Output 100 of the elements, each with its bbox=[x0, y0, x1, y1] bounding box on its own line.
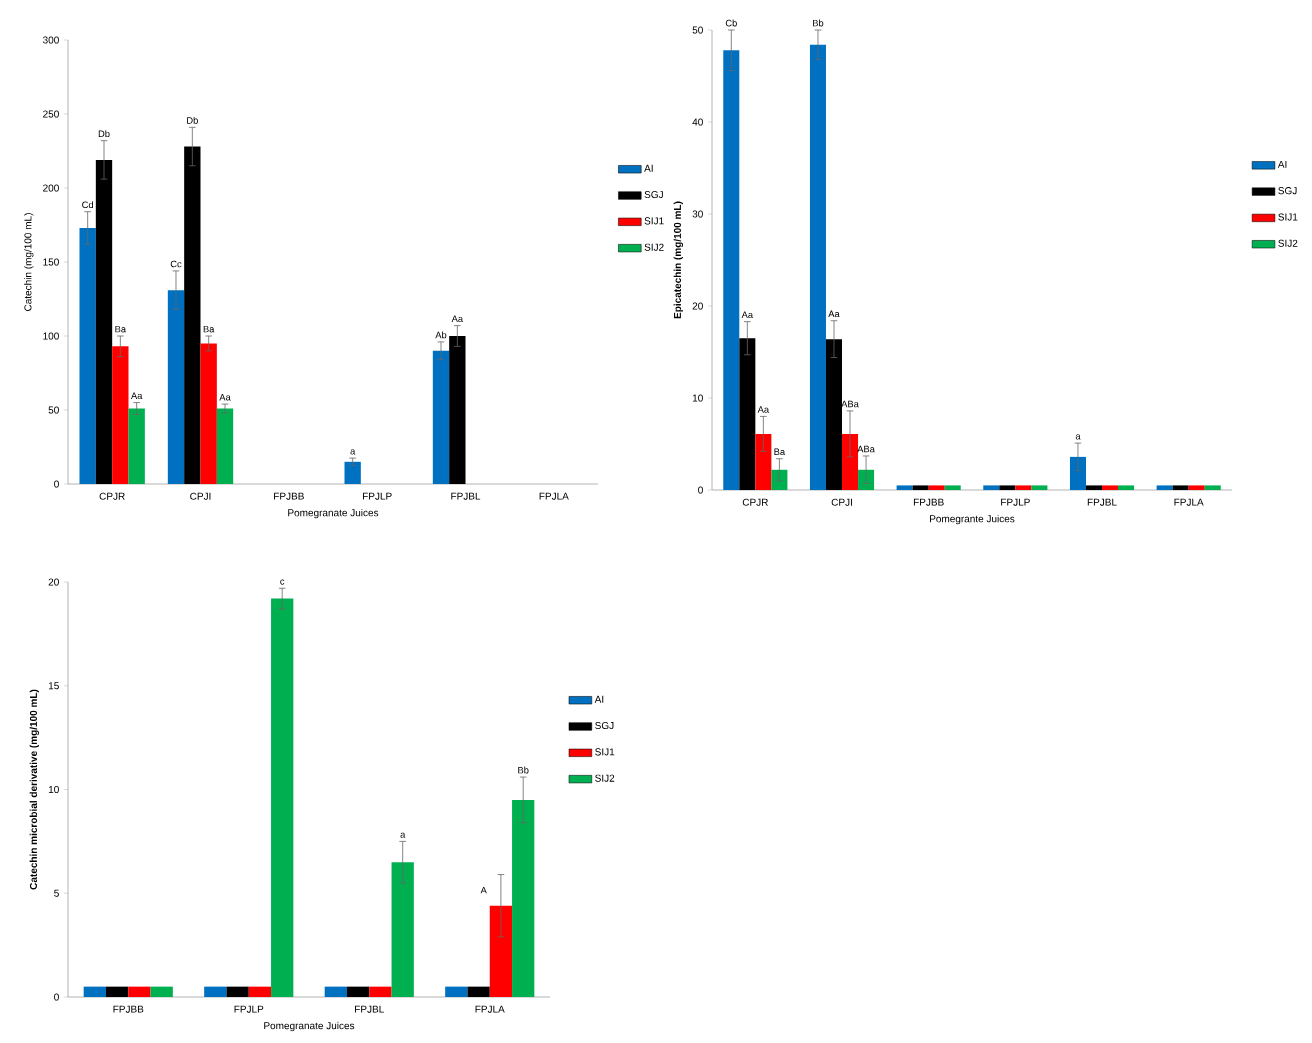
bar bbox=[755, 433, 772, 491]
data-label: Aa bbox=[219, 393, 231, 401]
legend-label: SIJ1 bbox=[644, 217, 664, 225]
bar bbox=[1015, 485, 1032, 491]
data-label: Ab bbox=[435, 331, 447, 339]
bar bbox=[369, 986, 392, 998]
y-tick-label: 150 bbox=[43, 258, 59, 266]
data-label: a bbox=[350, 449, 356, 455]
bar bbox=[771, 469, 788, 491]
data-label: Ba bbox=[774, 448, 786, 456]
data-label: Db bbox=[98, 130, 110, 138]
bar bbox=[1069, 456, 1086, 491]
bar bbox=[324, 986, 347, 998]
data-label: Ba bbox=[115, 325, 127, 333]
y-tick-label: 0 bbox=[54, 993, 59, 1001]
bar bbox=[449, 336, 466, 485]
x-tick-label: FPJLA bbox=[1174, 498, 1204, 506]
bar bbox=[944, 485, 961, 491]
data-label: Aa bbox=[741, 311, 754, 319]
y-tick-label: 10 bbox=[692, 394, 703, 402]
x-tick-label: FPJLP bbox=[1001, 498, 1030, 506]
bar bbox=[1156, 485, 1173, 491]
data-label: Ba bbox=[203, 325, 215, 333]
y-tick-label: 50 bbox=[48, 406, 59, 414]
y-axis-title: Epicatechin (mg/100 mL) bbox=[673, 201, 684, 319]
x-tick-label: FPJBB bbox=[113, 1005, 144, 1013]
x-axis-title: Pomegrante Juices bbox=[930, 514, 1015, 525]
bar bbox=[1188, 485, 1205, 491]
bar bbox=[1031, 485, 1048, 491]
bar bbox=[79, 227, 96, 485]
x-tick-label: FPJLA bbox=[539, 492, 569, 500]
x-tick-label: CPJR bbox=[99, 492, 125, 500]
y-tick-label: 20 bbox=[692, 302, 703, 310]
bar bbox=[512, 799, 535, 998]
y-tick-label: 200 bbox=[43, 184, 59, 192]
legend-label: SIJ2 bbox=[1278, 239, 1298, 247]
bar bbox=[216, 408, 234, 485]
x-tick-label: FPJLP bbox=[362, 492, 392, 500]
bar bbox=[739, 338, 756, 491]
bar bbox=[83, 986, 106, 998]
bar bbox=[842, 433, 859, 491]
bar bbox=[150, 986, 173, 998]
data-label: a bbox=[400, 832, 406, 838]
y-tick-label: 10 bbox=[48, 785, 59, 794]
legend-label: AI bbox=[1277, 160, 1287, 168]
bar bbox=[128, 986, 151, 998]
legend-label: SIJ1 bbox=[595, 748, 615, 756]
x-tick-label: FPJBL bbox=[1087, 498, 1117, 506]
x-tick-label: FPJBL bbox=[355, 1005, 384, 1013]
legend-label: SGJ bbox=[595, 722, 614, 730]
y-tick-label: 100 bbox=[43, 332, 59, 340]
y-axis-title: Catechin microbial derivative (mg/100 mL) bbox=[29, 689, 40, 890]
x-tick-label: FPJLP bbox=[234, 1005, 264, 1013]
bar bbox=[858, 469, 875, 491]
y-tick-label: 0 bbox=[54, 480, 59, 488]
bar bbox=[105, 986, 129, 998]
bar bbox=[344, 461, 361, 485]
data-label: Cc bbox=[170, 260, 182, 268]
bar bbox=[95, 159, 113, 485]
x-axis-title: Pomegranate Juices bbox=[264, 1021, 355, 1032]
bar bbox=[112, 346, 129, 485]
x-tick-label: FPJBB bbox=[274, 492, 304, 500]
bar bbox=[928, 485, 945, 491]
bar bbox=[128, 408, 145, 485]
data-label: ABa bbox=[841, 400, 859, 408]
data-label: Db bbox=[187, 116, 198, 124]
bar bbox=[1085, 485, 1103, 491]
x-tick-label: CPJR bbox=[742, 498, 768, 506]
bar bbox=[271, 598, 294, 998]
bar bbox=[432, 350, 450, 485]
x-tick-label: FPJBB bbox=[913, 498, 944, 506]
legend-label: SIJ1 bbox=[1278, 213, 1298, 221]
y-tick-label: 30 bbox=[692, 210, 703, 218]
bar bbox=[1204, 485, 1221, 491]
y-tick-label: 0 bbox=[698, 486, 703, 494]
bar bbox=[1102, 485, 1119, 491]
y-axis-title: Catechin (mg/100 mL) bbox=[24, 213, 34, 311]
y-tick-label: 20 bbox=[48, 578, 59, 586]
bar bbox=[346, 986, 370, 998]
bar bbox=[999, 485, 1016, 491]
x-tick-label: FPJBL bbox=[451, 492, 481, 500]
data-label: Bb bbox=[518, 766, 529, 774]
legend-label: SIJ2 bbox=[644, 243, 664, 251]
legend-label: AI bbox=[644, 164, 653, 172]
x-axis-title: Pomegranate Juices bbox=[288, 508, 379, 519]
bar bbox=[983, 485, 1000, 491]
data-label: c bbox=[280, 579, 285, 585]
legend-label: SIJ2 bbox=[595, 774, 615, 782]
legend-label: SGJ bbox=[1278, 187, 1297, 195]
bar bbox=[723, 50, 740, 491]
x-tick-label: FPJLA bbox=[475, 1005, 505, 1013]
y-tick-label: 15 bbox=[48, 682, 59, 690]
data-label: Bb bbox=[813, 19, 824, 27]
y-tick-label: 40 bbox=[692, 118, 703, 126]
data-label: Aa bbox=[757, 406, 770, 413]
data-label: Aa bbox=[451, 315, 464, 323]
bar bbox=[248, 986, 272, 998]
y-tick-label: 5 bbox=[54, 889, 59, 897]
x-tick-label: CPJI bbox=[831, 498, 852, 506]
bar bbox=[204, 986, 227, 998]
